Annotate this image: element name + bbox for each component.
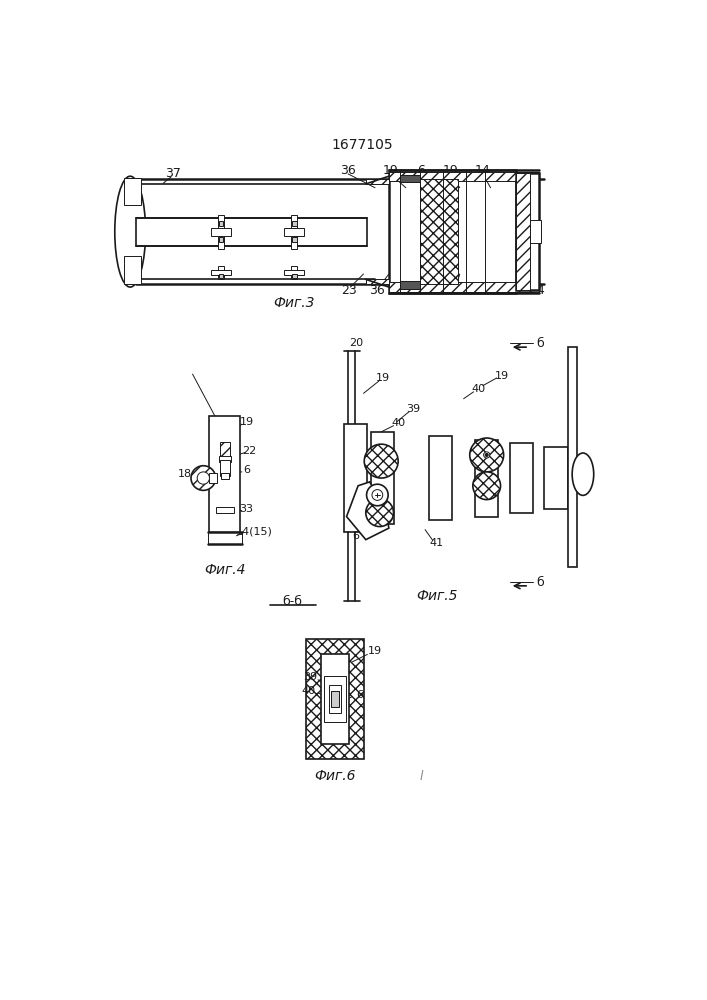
- Text: 39: 39: [303, 672, 317, 682]
- Bar: [331, 691, 339, 707]
- Ellipse shape: [115, 176, 146, 287]
- Text: б-б: б-б: [283, 595, 303, 608]
- Circle shape: [366, 499, 394, 527]
- Text: 36: 36: [369, 284, 385, 297]
- Bar: [209, 416, 240, 532]
- Circle shape: [197, 472, 209, 484]
- Text: 41: 41: [430, 538, 444, 548]
- Circle shape: [485, 453, 489, 456]
- Bar: [400, 175, 420, 182]
- Text: 14(15): 14(15): [235, 527, 273, 537]
- Text: 40: 40: [472, 384, 486, 394]
- Bar: [221, 442, 230, 459]
- Text: 19: 19: [495, 371, 509, 381]
- Bar: [366, 179, 389, 184]
- Circle shape: [473, 472, 501, 500]
- Text: 24: 24: [529, 284, 544, 297]
- Bar: [568, 347, 577, 567]
- Text: 33: 33: [240, 504, 253, 514]
- Bar: [292, 274, 296, 278]
- Bar: [510, 443, 533, 513]
- Bar: [284, 228, 304, 235]
- Text: 23: 23: [341, 284, 357, 297]
- Text: 22: 22: [243, 446, 257, 456]
- Text: 6: 6: [243, 465, 250, 475]
- Bar: [344, 424, 368, 532]
- Bar: [219, 460, 230, 476]
- Bar: [389, 170, 516, 293]
- Text: 6: 6: [356, 690, 363, 700]
- Text: 40: 40: [391, 418, 405, 428]
- Text: 20: 20: [349, 338, 363, 348]
- Text: Фиг.5: Фиг.5: [416, 589, 457, 603]
- Bar: [209, 473, 217, 483]
- Bar: [389, 282, 539, 292]
- Bar: [516, 173, 539, 290]
- Text: б: б: [537, 337, 544, 350]
- Bar: [218, 237, 223, 242]
- Text: 6: 6: [352, 531, 359, 541]
- Bar: [292, 237, 296, 242]
- Bar: [136, 218, 368, 246]
- Bar: [429, 436, 452, 520]
- Text: 19: 19: [368, 646, 382, 656]
- Bar: [371, 432, 395, 524]
- Bar: [124, 256, 141, 284]
- Polygon shape: [346, 482, 389, 540]
- Text: 6: 6: [417, 164, 425, 177]
- Text: 40: 40: [301, 686, 315, 696]
- Bar: [218, 221, 223, 226]
- Bar: [400, 281, 420, 289]
- Bar: [530, 220, 541, 243]
- Circle shape: [484, 452, 490, 458]
- Bar: [516, 173, 530, 290]
- Text: 19: 19: [240, 417, 254, 427]
- Text: б: б: [537, 576, 544, 588]
- Text: 36: 36: [340, 164, 356, 177]
- Bar: [291, 215, 297, 249]
- Text: 39: 39: [407, 404, 421, 414]
- Bar: [389, 172, 539, 181]
- Text: 19: 19: [443, 164, 458, 177]
- Bar: [366, 279, 389, 284]
- Text: 14: 14: [475, 164, 491, 177]
- Text: 19: 19: [382, 164, 398, 177]
- Bar: [325, 676, 346, 722]
- Text: Фиг.4: Фиг.4: [204, 563, 245, 577]
- Ellipse shape: [572, 453, 594, 495]
- Bar: [544, 447, 568, 509]
- Text: 19: 19: [375, 373, 390, 383]
- Bar: [284, 270, 304, 275]
- Text: 18: 18: [177, 469, 192, 479]
- Text: 1677105: 1677105: [331, 138, 393, 152]
- Bar: [329, 685, 341, 713]
- Circle shape: [364, 444, 398, 478]
- Circle shape: [372, 490, 382, 500]
- Circle shape: [366, 484, 388, 506]
- Bar: [218, 456, 231, 462]
- Bar: [331, 691, 339, 707]
- Bar: [420, 179, 458, 284]
- Bar: [218, 274, 223, 278]
- Bar: [321, 654, 349, 744]
- Circle shape: [469, 438, 503, 472]
- Bar: [221, 473, 229, 479]
- Bar: [211, 228, 231, 235]
- Bar: [216, 507, 234, 513]
- Bar: [291, 266, 297, 279]
- Bar: [475, 440, 498, 517]
- Bar: [124, 178, 141, 205]
- Text: Фиг.3: Фиг.3: [274, 296, 315, 310]
- Bar: [305, 639, 364, 759]
- Text: Фиг.6: Фиг.6: [314, 769, 356, 783]
- Bar: [218, 215, 224, 249]
- Text: 37: 37: [165, 167, 181, 180]
- Text: 15: 15: [445, 284, 462, 297]
- Bar: [211, 270, 231, 275]
- Text: l: l: [419, 770, 423, 783]
- Bar: [292, 221, 296, 226]
- Circle shape: [191, 466, 216, 490]
- Bar: [218, 266, 224, 279]
